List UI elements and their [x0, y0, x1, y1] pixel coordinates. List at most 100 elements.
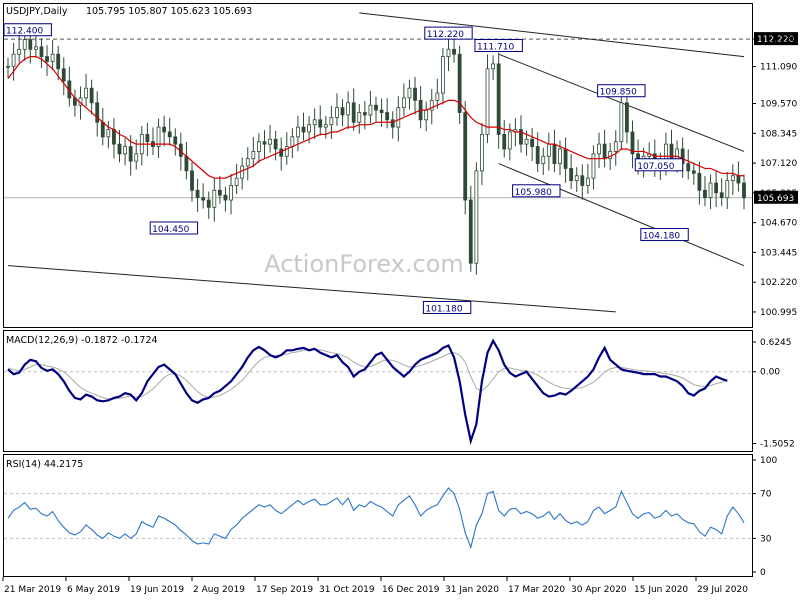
- candle-body: [725, 180, 730, 198]
- candle-body: [563, 148, 568, 169]
- candle-body: [535, 146, 540, 164]
- price-callout-box: [597, 84, 646, 98]
- candle-body: [742, 182, 746, 199]
- rsi-title: RSI(14) 44.2175: [6, 459, 83, 470]
- candle-body: [240, 165, 245, 179]
- candle-body: [100, 121, 105, 138]
- price-tick-label: 112.220: [760, 35, 797, 45]
- candle-body: [173, 136, 178, 145]
- candle-body: [401, 97, 406, 109]
- candle-body: [686, 163, 691, 172]
- price-callout-box: [149, 221, 199, 235]
- candle-body: [251, 151, 256, 160]
- candle-body: [435, 92, 440, 101]
- candle-body: [50, 53, 55, 62]
- candle-body: [301, 126, 306, 133]
- price-horizontal-levels: 112.220 105.693: [4, 32, 798, 204]
- candle-body: [719, 192, 724, 199]
- price-callout-label: 109.850: [600, 88, 637, 98]
- chart-title: USDJPY,Daily: [6, 6, 68, 17]
- candle-body: [457, 53, 462, 113]
- candle-body: [591, 153, 596, 179]
- price-axis: 112.220 111.090 109.570 108.345 107.120 105.8…: [752, 35, 797, 318]
- candle-body: [17, 48, 22, 55]
- price-bars: [6, 28, 746, 275]
- candle-body: [28, 39, 33, 50]
- candle-body: [123, 146, 127, 155]
- price-panel-frame: [3, 3, 753, 328]
- macd-tick-label: 0.6245: [760, 338, 792, 348]
- candle-body: [625, 102, 629, 133]
- candle-body: [61, 68, 66, 82]
- price-tick-label: 105.895: [760, 189, 797, 199]
- candle-body: [491, 63, 495, 70]
- candle-body: [33, 46, 38, 50]
- candle-body: [474, 170, 479, 264]
- candle-body: [407, 87, 412, 99]
- candle-body: [730, 175, 735, 181]
- current-price-box: [754, 190, 798, 204]
- candle-body: [268, 138, 272, 145]
- candle-body: [45, 56, 49, 62]
- price-tick-label: 100.995: [760, 308, 797, 318]
- candle-body: [541, 155, 546, 164]
- candle-body: [413, 87, 417, 101]
- candle-body: [597, 143, 601, 155]
- candle-body: [296, 126, 300, 138]
- candle-body: [619, 102, 624, 143]
- candle-body: [201, 197, 206, 201]
- candle-body: [697, 172, 702, 191]
- candle-body: [206, 199, 211, 208]
- price-callout-label: 112.400: [6, 27, 43, 37]
- candle-body: [329, 116, 334, 126]
- candle-body: [190, 170, 194, 191]
- candle-body: [212, 189, 217, 208]
- price-callout-box: [3, 23, 52, 37]
- macd-axis: 0.6245 0.00 -1.5052: [752, 338, 795, 449]
- macd-tick-label: 0.00: [760, 368, 780, 378]
- candle-body: [468, 199, 473, 264]
- candle-body: [273, 138, 278, 150]
- candle-body: [156, 126, 161, 147]
- rsi-tick-label: 0: [760, 568, 766, 578]
- price-annotations: 112.400 112.220 111.710 109.850 107.050 105.9…: [3, 23, 689, 314]
- rsi-line: [7, 487, 745, 550]
- date-tick-label: 17 Sep 2019: [256, 585, 313, 595]
- candle-body: [167, 131, 172, 138]
- candle-body: [446, 48, 451, 58]
- candle-body: [552, 143, 557, 164]
- candle-body: [284, 146, 289, 157]
- candle-body: [262, 141, 267, 145]
- price-tick-label: 103.445: [760, 248, 797, 258]
- candle-body: [184, 155, 189, 172]
- date-tick-label: 31 Oct 2019: [319, 585, 375, 595]
- candle-body: [585, 177, 590, 186]
- price-callout-box: [422, 300, 472, 314]
- moving-average: [7, 56, 744, 179]
- date-tick-label: 29 Jul 2020: [697, 585, 748, 595]
- date-tick-label: 15 Jun 2020: [634, 585, 688, 595]
- moving-average-line: [7, 56, 744, 179]
- candle-body: [385, 112, 390, 121]
- candle-body: [396, 107, 401, 128]
- price-tick-label: 104.670: [760, 219, 797, 229]
- date-tick-label: 16 Dec 2019: [382, 585, 440, 595]
- macd-lines: [4, 338, 752, 446]
- price-callout-label: 112.220: [427, 30, 464, 40]
- price-callout-label: 111.710: [477, 43, 514, 53]
- level-price-box: [754, 32, 798, 46]
- candle-body: [257, 141, 261, 152]
- candle-body: [22, 39, 27, 50]
- candle-body: [245, 158, 250, 167]
- price-tick-label: 109.570: [760, 100, 797, 110]
- date-tick-label: 17 Mar 2020: [508, 585, 565, 595]
- candle-body: [613, 141, 618, 152]
- candle-body: [708, 182, 713, 198]
- candle-body: [6, 65, 10, 68]
- price-tick-label: 111.090: [760, 63, 797, 73]
- price-tick-label: 102.220: [760, 278, 797, 288]
- candle-body: [95, 102, 100, 123]
- candle-body: [463, 112, 468, 201]
- ohlc-readout: 105.795 105.807 105.623 105.693: [86, 6, 252, 17]
